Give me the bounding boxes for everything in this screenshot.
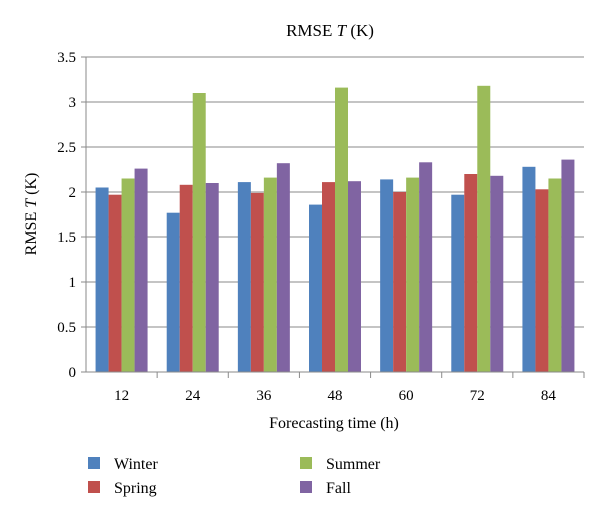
y-tick-label: 2 (69, 185, 77, 201)
bar-winter-24 (166, 212, 180, 372)
bar-winter-84 (522, 166, 536, 372)
bars (95, 85, 575, 373)
legend-swatch-fall (300, 481, 312, 493)
bar-summer-48 (335, 87, 348, 372)
bar-fall-60 (419, 162, 433, 372)
bar-summer-60 (406, 177, 420, 372)
bar-fall-72 (490, 175, 504, 372)
bar-fall-36 (276, 163, 290, 372)
chart-title: RMSE T (K) (286, 21, 374, 40)
legend-swatch-spring (88, 481, 100, 493)
x-tick-label: 36 (256, 388, 272, 404)
x-tick-label: 48 (328, 388, 343, 404)
legend-label-spring: Spring (114, 480, 157, 497)
x-tick-label: 84 (541, 388, 557, 404)
bar-winter-72 (451, 194, 465, 372)
bar-fall-84 (561, 159, 575, 372)
y-tick-label: 1.5 (57, 230, 76, 246)
bar-spring-36 (250, 192, 264, 372)
x-tick-label: 24 (185, 388, 201, 404)
legend-swatch-summer (300, 457, 312, 469)
y-tick-label: 2.5 (57, 140, 76, 156)
bar-spring-60 (393, 192, 407, 372)
y-tick-label: 0.5 (57, 320, 76, 336)
bar-winter-60 (380, 179, 394, 372)
bar-summer-84 (548, 178, 562, 372)
y-tick-label: 3.5 (57, 50, 76, 66)
x-tick-label: 60 (399, 388, 414, 404)
bar-spring-84 (535, 189, 549, 372)
bar-spring-24 (179, 184, 193, 372)
bar-summer-12 (121, 178, 135, 372)
x-tick-labels: 12 24 36 48 60 72 84 (114, 388, 556, 404)
bar-winter-12 (95, 187, 109, 372)
bar-fall-12 (134, 168, 148, 372)
x-tick-label: 72 (470, 388, 485, 404)
bar-spring-12 (108, 194, 122, 372)
bar-fall-48 (348, 181, 361, 372)
axes (81, 56, 585, 378)
bar-summer-72 (477, 85, 491, 373)
bar-winter-48 (309, 204, 322, 372)
x-axis-label: Forecasting time (h) (269, 415, 399, 432)
bar-summer-24 (192, 93, 206, 372)
y-tick-label: 3 (69, 95, 77, 111)
bar-summer-36 (263, 177, 277, 372)
y-tick-label: 1 (69, 275, 77, 291)
bar-spring-72 (464, 174, 478, 372)
bar-fall-24 (205, 183, 219, 372)
x-tick-label: 12 (114, 388, 129, 404)
bar-spring-48 (322, 182, 335, 372)
legend-label-winter: Winter (114, 456, 158, 473)
bar-winter-36 (237, 182, 251, 372)
legend-label-fall: Fall (326, 480, 351, 497)
legend-label-summer: Summer (326, 456, 381, 473)
y-tick-label: 0 (69, 365, 77, 381)
legend: Winter Spring Summer Fall (88, 456, 381, 497)
y-axis-label: RMSE T (K) (23, 173, 40, 256)
legend-swatch-winter (88, 457, 100, 469)
y-tick-labels: 0 0.5 1 1.5 2 2.5 3 3.5 (57, 50, 76, 381)
